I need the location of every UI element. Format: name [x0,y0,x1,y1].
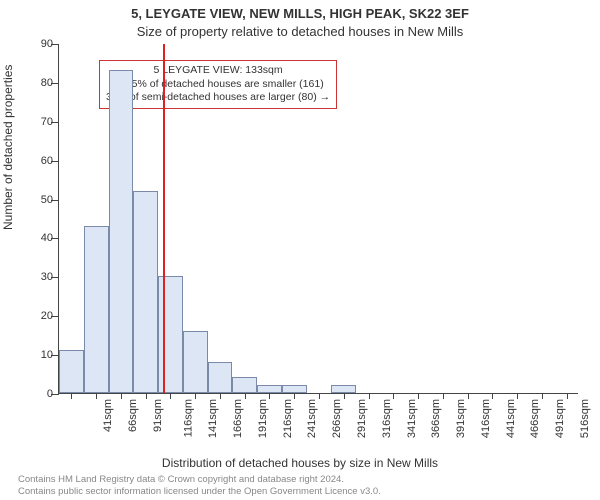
x-tick-label: 116sqm [182,399,194,437]
x-tick [195,393,196,399]
y-tick-label: 90 [29,38,53,50]
attribution: Contains HM Land Registry data © Crown c… [18,474,381,498]
attribution-line1: Contains HM Land Registry data © Crown c… [18,474,381,486]
histogram-bar [208,362,233,393]
y-tick-label: 10 [29,349,53,361]
x-tick-label: 241sqm [307,399,319,438]
x-tick [245,393,246,399]
y-tick-label: 70 [29,116,53,128]
y-tick-label: 50 [29,194,53,206]
histogram-bar [133,191,158,393]
y-tick-label: 80 [29,77,53,89]
x-tick-label: 166sqm [232,399,244,438]
x-tick [542,393,543,399]
x-tick [567,393,568,399]
histogram-bar [59,350,84,393]
histogram-bar [84,226,109,393]
x-tick-label: 141sqm [208,399,220,438]
chart-title-line1: 5, LEYGATE VIEW, NEW MILLS, HIGH PEAK, S… [0,6,600,21]
annotation-line3: 33% of semi-detached houses are larger (… [106,91,330,105]
x-tick [344,393,345,399]
annotation-line2: ← 65% of detached houses are smaller (16… [106,78,330,92]
histogram-bar [257,385,282,393]
attribution-line2: Contains public sector information licen… [18,486,381,498]
x-tick [393,393,394,399]
x-tick [146,393,147,399]
x-tick [492,393,493,399]
x-tick [96,393,97,399]
histogram-bar [232,377,257,393]
y-tick-label: 0 [29,388,53,400]
x-tick-label: 216sqm [282,399,294,438]
y-tick-label: 20 [29,310,53,322]
plot-area: 5 LEYGATE VIEW: 133sqm ← 65% of detached… [58,44,578,394]
histogram-bar [183,331,208,393]
x-tick-label: 416sqm [480,399,492,438]
chart-title-line2: Size of property relative to detached ho… [0,24,600,39]
marker-line [163,44,165,393]
x-tick [319,393,320,399]
y-tick-label: 60 [29,155,53,167]
x-tick [71,393,72,399]
x-tick [517,393,518,399]
x-tick [121,393,122,399]
x-tick-label: 91sqm [152,399,164,432]
x-tick [294,393,295,399]
annotation-box: 5 LEYGATE VIEW: 133sqm ← 65% of detached… [99,60,337,109]
chart-container: 5, LEYGATE VIEW, NEW MILLS, HIGH PEAK, S… [0,0,600,500]
x-axis-label: Distribution of detached houses by size … [0,456,600,470]
y-tick-label: 40 [29,232,53,244]
x-tick-label: 491sqm [554,399,566,438]
x-tick-label: 291sqm [356,399,368,438]
y-tick-label: 30 [29,271,53,283]
x-tick-label: 441sqm [505,399,517,438]
x-tick-label: 41sqm [102,399,114,432]
x-tick [418,393,419,399]
histogram-bar [282,385,307,393]
x-tick-label: 516sqm [579,399,591,438]
x-tick [468,393,469,399]
x-tick-label: 366sqm [430,399,442,438]
x-tick-label: 266sqm [331,399,343,438]
annotation-line1: 5 LEYGATE VIEW: 133sqm [106,64,330,78]
x-tick-label: 391sqm [455,399,467,438]
x-tick-label: 191sqm [257,399,269,438]
x-tick [369,393,370,399]
x-tick [170,393,171,399]
x-tick-label: 341sqm [406,399,418,438]
x-tick [443,393,444,399]
x-tick [220,393,221,399]
histogram-bar [331,385,356,393]
y-axis-label: Number of detached properties [1,65,15,230]
histogram-bar [109,70,134,393]
x-tick [269,393,270,399]
x-tick-label: 316sqm [381,399,393,438]
x-tick-label: 466sqm [529,399,541,438]
x-tick-label: 66sqm [127,399,139,432]
